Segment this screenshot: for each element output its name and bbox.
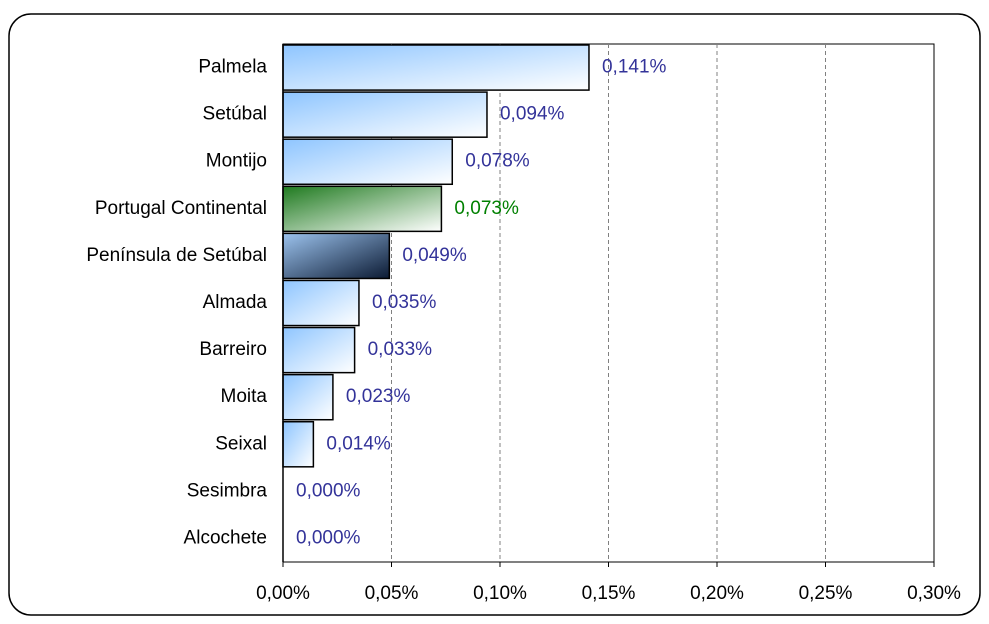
value-label: 0,049% [402,245,467,266]
bar [282,91,488,138]
category-label: Sesimbra [187,480,268,501]
value-label: 0,014% [326,433,391,454]
category-label: Alcochete [184,527,267,548]
bar [282,420,315,468]
category-label: Barreiro [199,339,267,360]
x-tick-label: 0,20% [690,583,744,604]
category-label: Palmela [198,57,267,78]
category-label: Setúbal [203,104,267,125]
x-tick-label: 0,05% [365,583,419,604]
x-tick-label: 0,15% [582,583,636,604]
category-label: Almada [203,292,268,313]
bar [282,44,590,91]
category-label: Moita [221,386,268,407]
value-label: 0,035% [372,292,437,313]
value-label: 0,141% [602,57,667,78]
value-label: 0,078% [465,151,530,172]
value-label: 0,000% [296,480,361,501]
category-label: Seixal [215,433,267,454]
bar [282,326,356,374]
value-label: 0,023% [346,386,411,407]
value-label: 0,000% [296,527,361,548]
bar [282,138,454,186]
x-tick-label: 0,10% [473,583,527,604]
x-tick-label: 0,30% [907,583,961,604]
category-label: Portugal Continental [95,198,267,219]
bar [282,185,443,233]
x-tick-label: 0,25% [799,583,853,604]
category-label: Montijo [206,151,267,172]
x-tick-label: 0,00% [256,583,310,604]
value-label: 0,073% [454,198,519,219]
value-label: 0,033% [368,339,433,360]
bar [282,373,334,421]
category-label: Península de Setúbal [86,245,267,266]
bar [282,279,360,327]
bar [282,232,391,280]
value-label: 0,094% [500,104,565,125]
